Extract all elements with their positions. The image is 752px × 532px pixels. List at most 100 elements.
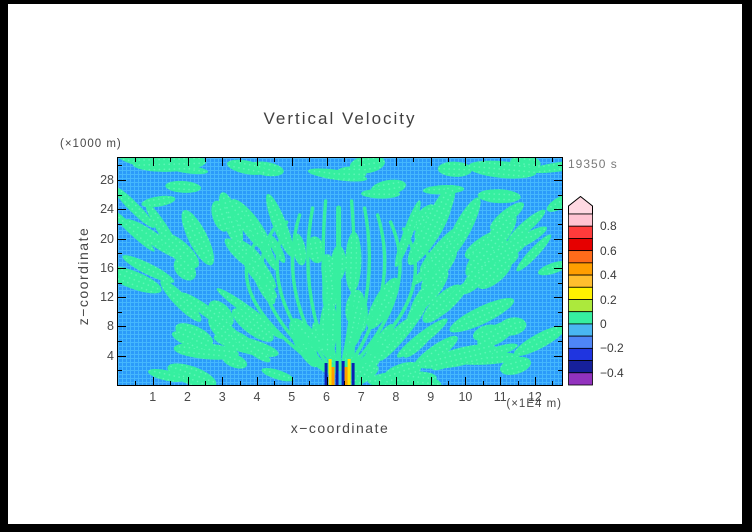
source-bar <box>341 361 345 385</box>
colorbar-segment <box>568 311 593 325</box>
colorbar-tick-label: −0.2 <box>600 341 624 356</box>
colorbar-segment <box>568 299 593 313</box>
tick-mark <box>222 158 224 166</box>
contour-field <box>118 158 562 385</box>
tick-mark <box>413 158 415 162</box>
tick-mark <box>554 209 562 211</box>
colorbar-segment <box>568 323 593 337</box>
tick-mark <box>170 158 172 162</box>
tick-mark <box>554 297 562 299</box>
tick-mark <box>395 377 397 385</box>
x-tick-label: 5 <box>288 390 296 404</box>
source-bar <box>331 367 335 385</box>
tick-mark <box>430 377 432 385</box>
colorbar-tick-label: 0.8 <box>600 219 617 234</box>
y-tick-label: 24 <box>100 202 114 217</box>
y-axis-label: z−coordinate <box>75 226 91 326</box>
colorbar-arrow <box>568 196 593 215</box>
x-tick-label: 8 <box>392 390 400 404</box>
tick-mark <box>291 377 293 385</box>
tick-mark <box>343 158 345 162</box>
colorbar-tick-label: 0.4 <box>600 268 617 283</box>
tick-mark <box>135 158 137 162</box>
tick-mark <box>413 381 415 385</box>
tick-mark <box>118 311 122 313</box>
tick-mark <box>558 311 562 313</box>
tick-mark <box>118 355 126 357</box>
source-bar <box>344 367 348 385</box>
tick-mark <box>118 165 122 167</box>
tick-mark <box>326 158 328 166</box>
x-tick-label: 1 <box>149 390 157 404</box>
tick-mark <box>204 381 206 385</box>
tick-mark <box>170 381 172 385</box>
tick-mark <box>430 158 432 166</box>
tick-mark <box>361 377 363 385</box>
colorbar-tick-label: 0.6 <box>600 243 617 258</box>
tick-mark <box>326 377 328 385</box>
tick-mark <box>118 326 126 328</box>
y-tick-label: 28 <box>100 173 114 187</box>
tick-mark <box>558 253 562 255</box>
y-tick-label: 8 <box>107 319 114 334</box>
tick-mark <box>152 377 154 385</box>
tick-mark <box>257 377 258 385</box>
colorbar-segment <box>568 262 593 276</box>
tick-mark <box>257 158 258 166</box>
tick-mark <box>448 158 449 162</box>
tick-mark <box>500 377 502 385</box>
tick-mark <box>274 381 276 385</box>
colorbar-segment <box>568 372 593 386</box>
tick-mark <box>361 158 363 166</box>
tick-mark <box>378 158 380 162</box>
tick-mark <box>558 165 562 167</box>
tick-mark <box>222 377 224 385</box>
y-tick-label: 20 <box>100 231 114 246</box>
tick-mark <box>118 194 122 196</box>
tick-mark <box>554 267 562 269</box>
tick-mark <box>187 158 189 166</box>
tick-mark <box>118 223 122 225</box>
tick-mark <box>309 158 311 162</box>
source-bar <box>324 363 328 385</box>
x-tick-label: 10 <box>458 390 473 404</box>
tick-mark <box>558 341 562 343</box>
tick-mark <box>552 158 554 162</box>
tick-mark <box>135 381 137 385</box>
tick-mark <box>274 158 276 162</box>
colorbar-segment <box>568 274 593 288</box>
x-tick-label: 12 <box>527 390 542 404</box>
tick-mark <box>534 158 536 166</box>
tick-mark <box>118 180 126 181</box>
colorbar-segment <box>568 347 593 361</box>
x-axis-label: x−coordinate <box>290 420 390 436</box>
tick-mark <box>395 158 397 166</box>
tick-mark <box>558 370 562 372</box>
tick-mark <box>482 158 484 162</box>
tick-mark <box>239 158 241 162</box>
tick-mark <box>517 381 519 385</box>
tick-mark <box>534 377 536 385</box>
tick-mark <box>517 158 519 162</box>
x-tick-label: 11 <box>493 390 507 404</box>
tick-mark <box>482 381 484 385</box>
tick-mark <box>558 194 562 196</box>
tick-mark <box>118 253 122 255</box>
y-tick-label: 16 <box>100 260 114 275</box>
tick-mark <box>291 158 293 166</box>
chart-title: Vertical Velocity <box>263 109 417 128</box>
x-tick-label: 3 <box>218 390 226 404</box>
time-label: 19350 s <box>568 157 618 171</box>
tick-mark <box>118 297 126 299</box>
x-tick-label: 2 <box>184 390 191 404</box>
tick-mark <box>378 381 380 385</box>
tick-mark <box>118 238 126 240</box>
tick-mark <box>118 282 122 284</box>
tick-mark <box>554 180 562 181</box>
y-tick-label: 4 <box>107 348 114 363</box>
colorbar-tick-label: −0.4 <box>600 365 624 380</box>
colorbar-segment <box>568 286 593 300</box>
y-tick-label: 12 <box>100 290 114 305</box>
tick-mark <box>118 209 126 211</box>
tick-mark <box>204 158 206 162</box>
